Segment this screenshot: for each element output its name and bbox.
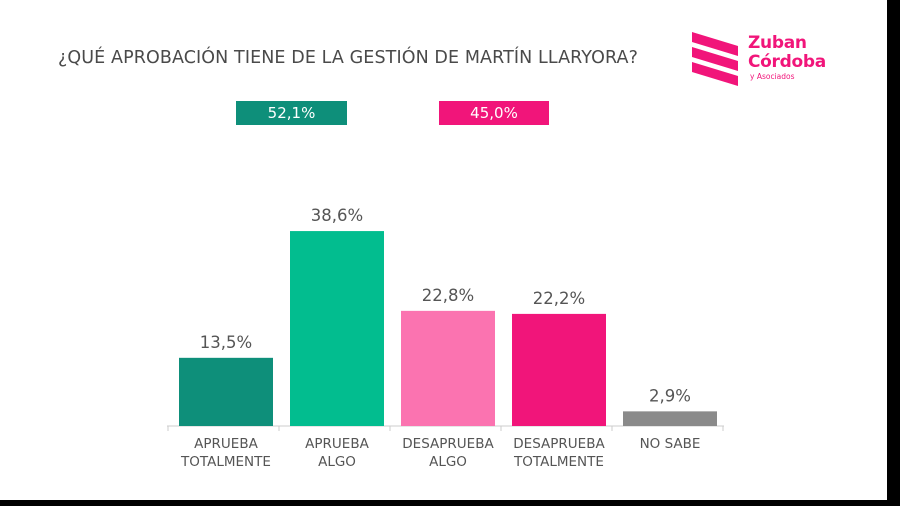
category-label-no-sabe: NO SABE: [640, 436, 701, 452]
logo-text: Zuban Córdoba y Asociados: [748, 33, 826, 82]
category-label-desaprueba-totalmente: TOTALMENTE: [513, 454, 604, 470]
value-label-desaprueba-algo: 22,8%: [422, 286, 474, 305]
category-label-aprueba-totalmente: TOTALMENTE: [180, 454, 271, 470]
category-label-aprueba-algo: APRUEBA: [305, 436, 369, 452]
logo-line-3: y Asociados: [750, 72, 795, 81]
bar-aprueba-totalmente: [179, 357, 273, 426]
category-label-aprueba-totalmente: APRUEBA: [194, 436, 258, 452]
company-logo: Zuban Córdoba y Asociados: [690, 28, 830, 90]
chart-title: ¿QUÉ APROBACIÓN TIENE DE LA GESTIÓN DE M…: [58, 48, 639, 68]
bar-aprueba-algo: [290, 231, 384, 426]
category-label-aprueba-algo: ALGO: [318, 454, 356, 470]
approve-total-badge: 52,1%: [236, 101, 347, 125]
category-label-desaprueba-algo: ALGO: [429, 454, 467, 470]
value-label-desaprueba-totalmente: 22,2%: [533, 289, 585, 308]
category-label-desaprueba-algo: DESAPRUEBA: [402, 436, 494, 452]
disapprove-total-badge: 45,0%: [439, 101, 549, 125]
category-label-desaprueba-totalmente: DESAPRUEBA: [513, 436, 605, 452]
bar-desaprueba-algo: [401, 310, 495, 426]
bar-desaprueba-totalmente: [512, 313, 606, 426]
value-label-aprueba-totalmente: 13,5%: [200, 333, 252, 352]
slide-background: ¿QUÉ APROBACIÓN TIENE DE LA GESTIÓN DE M…: [0, 0, 887, 500]
logo-line-1: Zuban: [748, 33, 807, 53]
value-label-aprueba-algo: 38,6%: [311, 206, 363, 225]
logo-stripes-icon: [692, 32, 738, 86]
value-label-no-sabe: 2,9%: [649, 386, 691, 405]
approval-bar-chart: 13,5% APRUEBA TOTALMENTE 38,6% APRUEBA ALGO 22…: [167, 206, 724, 470]
logo-line-2: Córdoba: [748, 52, 826, 72]
bar-no-sabe: [623, 411, 717, 426]
